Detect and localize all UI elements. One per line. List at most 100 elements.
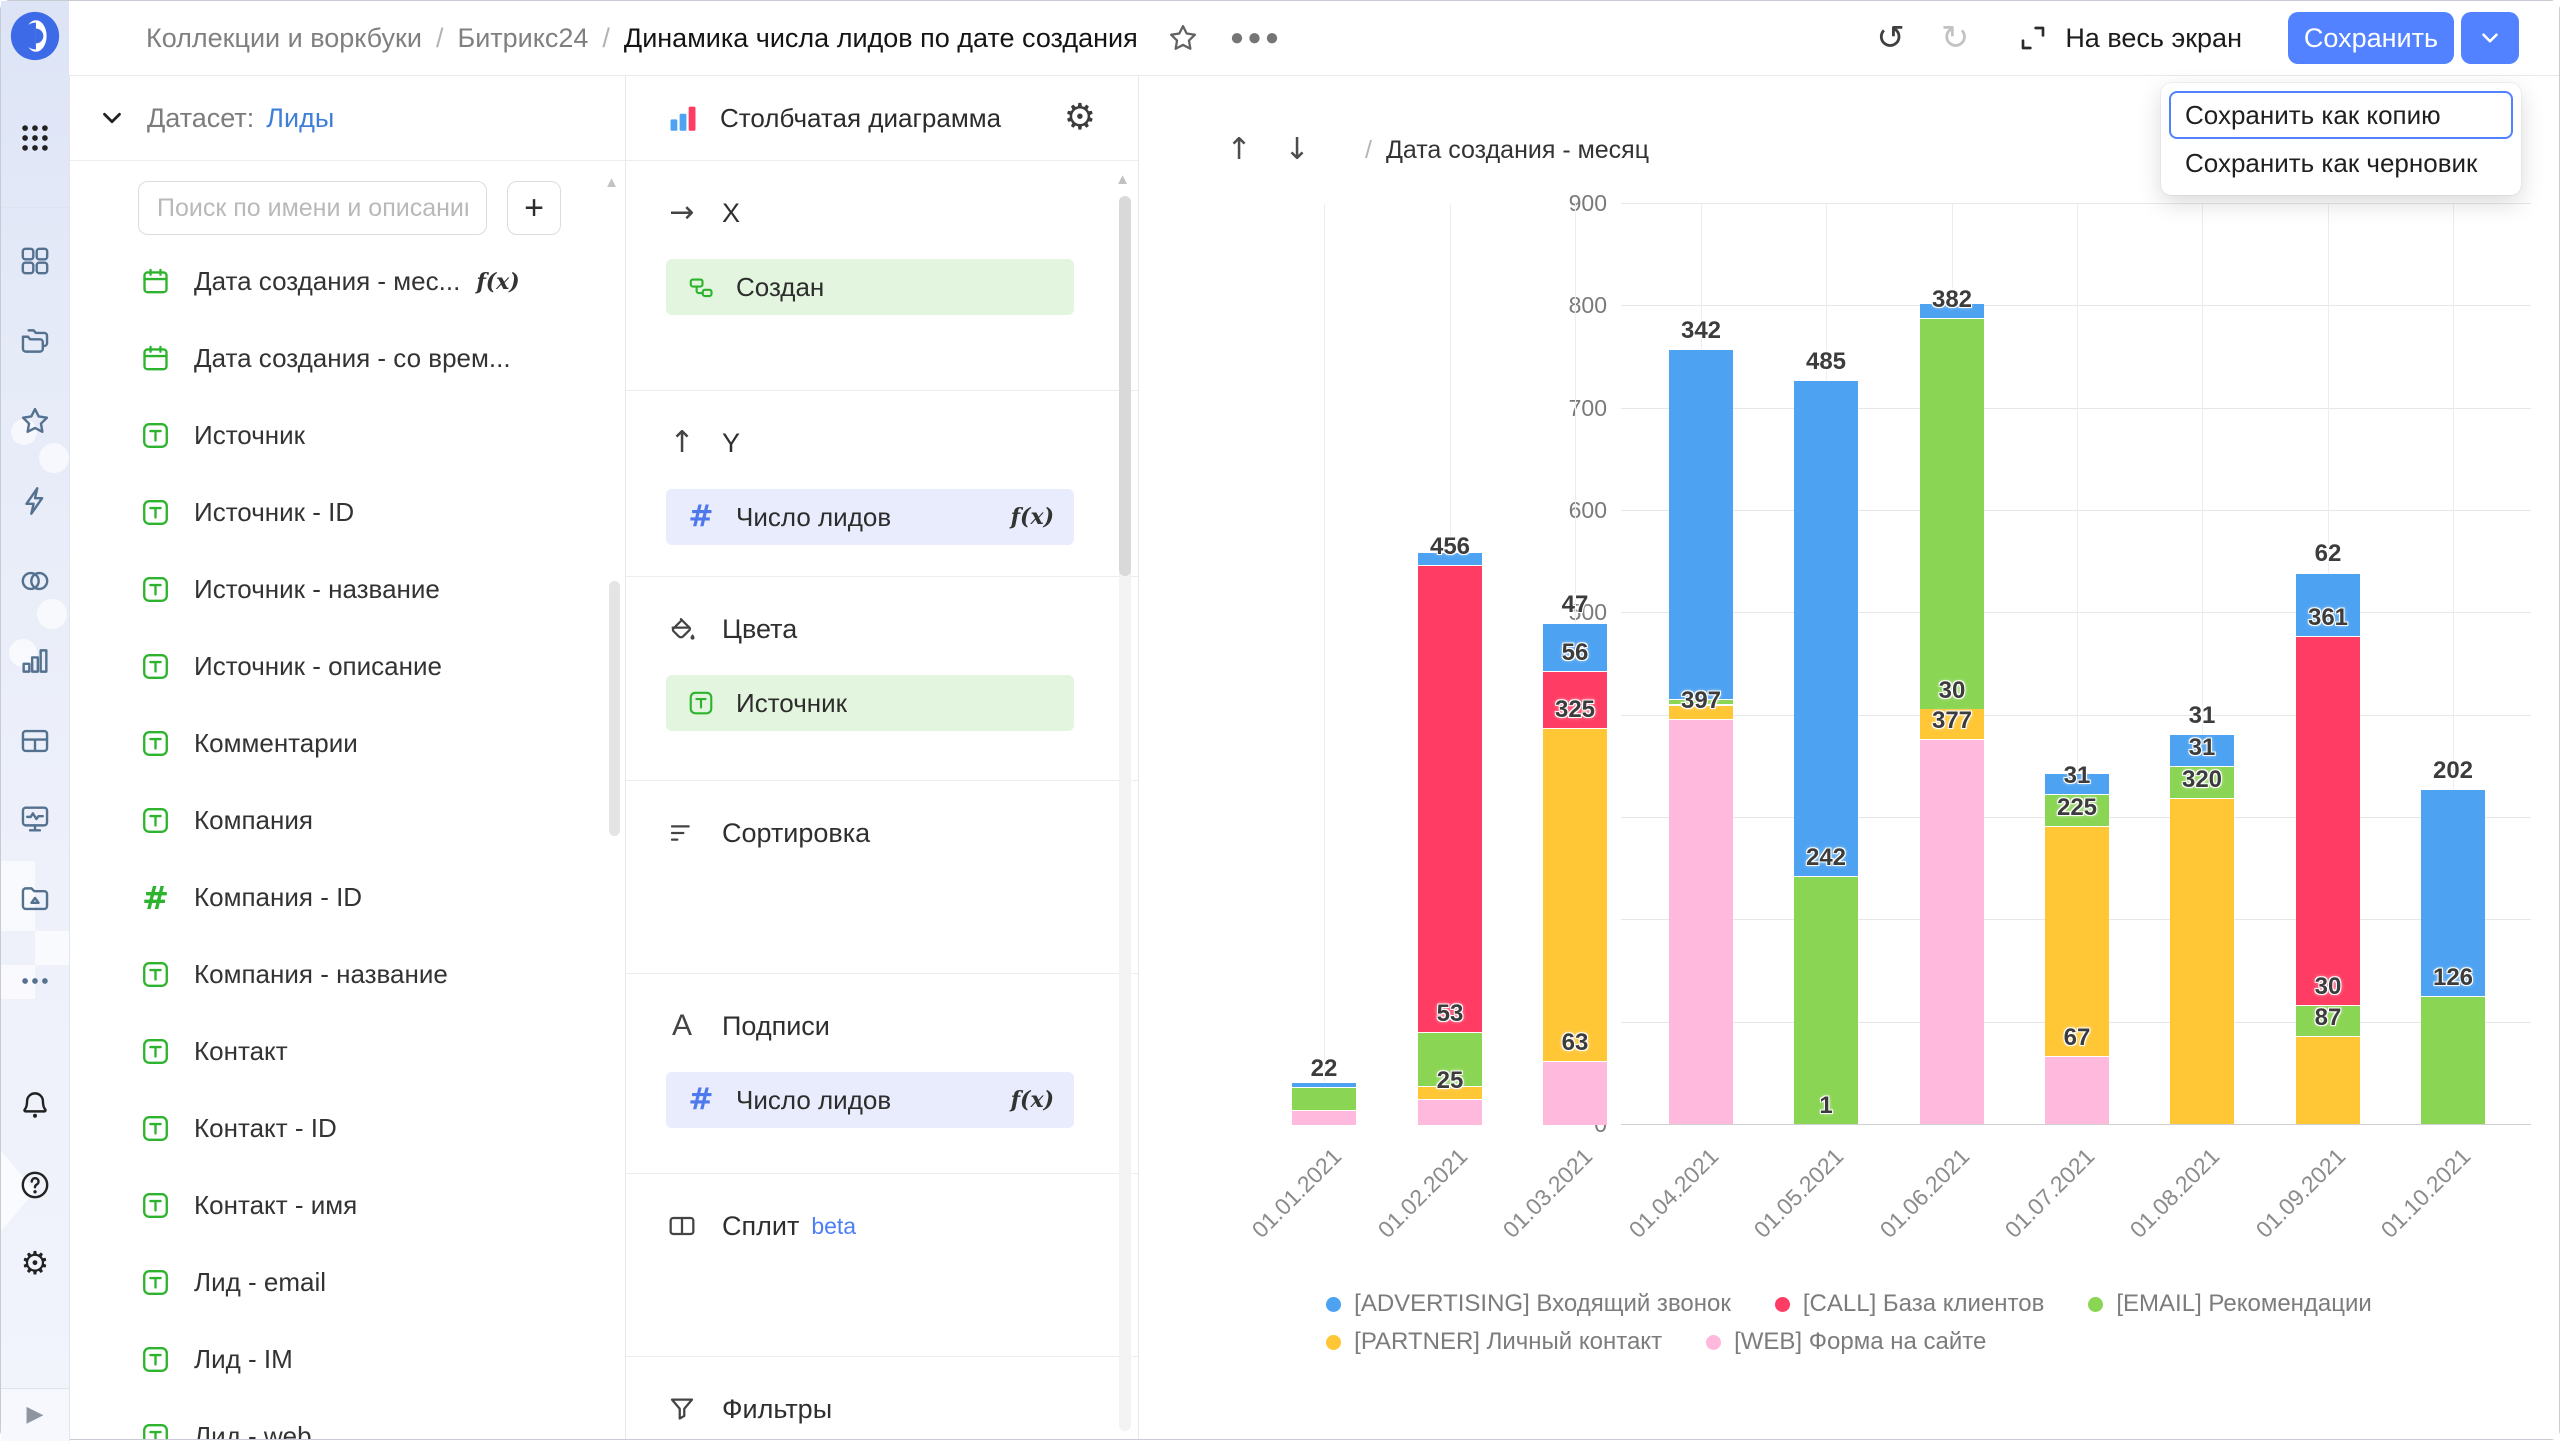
bar-segment-partner-01.09.2021[interactable] [2296, 1036, 2360, 1125]
dataset-field-row[interactable]: Дата создания - со врем... [69, 320, 625, 397]
config-scrollbar[interactable] [1119, 196, 1131, 576]
chevron-down-icon[interactable] [97, 103, 127, 133]
bar-segment-partner-01.02.2021[interactable] [1418, 1086, 1482, 1099]
bar-segment-email-01.06.2021[interactable] [1920, 318, 1984, 709]
rail-item-folders[interactable] [1, 324, 69, 358]
bar-segment-advertising-01.10.2021[interactable] [2421, 789, 2485, 996]
scroll-up-arrow-icon[interactable]: ▲ [1115, 171, 1130, 188]
chart-settings-gear-icon[interactable]: ⚙ [1064, 100, 1096, 136]
bar-segment-advertising-01.02.2021[interactable] [1418, 552, 1482, 565]
bar-segment-call-01.09.2021[interactable] [2296, 636, 2360, 1005]
legend-item-email[interactable]: [EMAIL] Рекомендации [2088, 1288, 2371, 1320]
dataset-field-row[interactable]: Компания [69, 782, 625, 859]
fullscreen-icon[interactable] [2017, 22, 2049, 54]
scroll-up-arrow-icon[interactable]: ▲ [604, 174, 619, 191]
bar-segment-partner-01.04.2021[interactable] [1669, 705, 1733, 719]
bar-segment-advertising-01.09.2021[interactable] [2296, 573, 2360, 636]
bar-segment-web-01.01.2021[interactable] [1292, 1110, 1356, 1125]
add-field-button[interactable]: + [507, 181, 561, 235]
dataset-field-row[interactable]: Источник - название [69, 551, 625, 628]
colors-field-pill[interactable]: Источник [666, 675, 1074, 731]
collapse-sidebar-button[interactable]: ▶ [1, 1388, 69, 1441]
breadcrumb-workbook[interactable]: Битрикс24 [457, 23, 588, 54]
bar-segment-email-01.01.2021[interactable] [1292, 1087, 1356, 1110]
column-chart-type-icon[interactable] [666, 101, 700, 135]
legend-item-partner[interactable]: [PARTNER] Личный контакт [1326, 1326, 1662, 1358]
bar-segment-advertising-01.03.2021[interactable] [1543, 623, 1607, 671]
rail-item-ellipsis[interactable] [1, 964, 69, 998]
dataset-field-row[interactable]: Источник - описание [69, 628, 625, 705]
dataset-field-row[interactable]: Дата создания - мес...f(x) [69, 243, 625, 320]
favorite-star-icon[interactable] [1166, 21, 1200, 55]
search-input[interactable] [138, 181, 487, 235]
bar-segment-call-01.02.2021[interactable] [1418, 565, 1482, 1032]
more-actions-icon[interactable]: ●●● [1230, 24, 1283, 52]
redo-icon[interactable]: ↻ [1941, 21, 1970, 55]
rail-item-help[interactable] [1, 1168, 69, 1202]
bar-segment-web-01.03.2021[interactable] [1543, 1061, 1607, 1125]
bar-segment-partner-01.08.2021[interactable] [2170, 798, 2234, 1125]
save-menu-button[interactable] [2461, 12, 2519, 64]
drill-level-label[interactable]: Дата создания - месяц [1386, 136, 1649, 164]
bar-segment-advertising-01.06.2021[interactable] [1920, 303, 1984, 318]
menu-item-save-as-draft[interactable]: Сохранить как черновик [2169, 139, 2513, 187]
rail-item-folder-image[interactable] [1, 882, 69, 916]
bar-segment-email-01.02.2021[interactable] [1418, 1032, 1482, 1086]
bar-segment-advertising-01.05.2021[interactable] [1794, 380, 1858, 876]
bar-segment-email-01.09.2021[interactable] [2296, 1005, 2360, 1036]
rail-item-lightning[interactable] [1, 484, 69, 518]
labels-field-pill[interactable]: #Число лидовf(x) [666, 1072, 1074, 1128]
dataset-field-row[interactable]: Источник - ID [69, 474, 625, 551]
dataset-scrollbar[interactable] [609, 581, 620, 836]
dataset-field-row[interactable]: Компания - название [69, 936, 625, 1013]
bar-segment-email-01.04.2021[interactable] [1669, 699, 1733, 704]
drill-down-icon[interactable]: ↓ [1275, 128, 1319, 172]
dataset-field-row[interactable]: Контакт - ID [69, 1090, 625, 1167]
rail-item-squares[interactable] [1, 244, 69, 278]
breadcrumb-collections[interactable]: Коллекции и воркбуки [146, 23, 422, 54]
legend-item-web[interactable]: [WEB] Форма на сайте [1706, 1326, 1986, 1358]
bar-segment-call-01.03.2021[interactable] [1543, 671, 1607, 728]
x-field-pill[interactable]: Создан [666, 259, 1074, 315]
save-button[interactable]: Сохранить [2288, 12, 2454, 64]
datalens-logo[interactable] [9, 10, 61, 62]
bar-segment-email-01.07.2021[interactable] [2045, 794, 2109, 826]
chart-type-label[interactable]: Столбчатая диаграмма [720, 103, 1001, 134]
dataset-field-row[interactable]: Лид - web [69, 1398, 625, 1439]
legend-item-call[interactable]: [CALL] База клиентов [1775, 1288, 2045, 1320]
rail-item-bar-chart[interactable] [1, 644, 69, 678]
dataset-field-row[interactable]: Источник [69, 397, 625, 474]
rail-item-table[interactable] [1, 724, 69, 758]
bar-segment-advertising-01.07.2021[interactable] [2045, 773, 2109, 794]
bar-segment-email-01.08.2021[interactable] [2170, 766, 2234, 798]
dataset-field-row[interactable]: Лид - IM [69, 1321, 625, 1398]
legend-item-advertising[interactable]: [ADVERTISING] Входящий звонок [1326, 1288, 1731, 1320]
drill-up-icon[interactable]: ↑ [1217, 128, 1261, 172]
menu-item-save-as-copy[interactable]: Сохранить как копию [2169, 91, 2513, 139]
dataset-field-row[interactable]: Контакт [69, 1013, 625, 1090]
rail-item-gear[interactable]: ⚙ [1, 1246, 69, 1280]
bar-segment-partner-01.07.2021[interactable] [2045, 826, 2109, 1056]
bar-segment-advertising-01.08.2021[interactable] [2170, 734, 2234, 766]
rail-item-venn[interactable] [1, 564, 69, 598]
bar-segment-advertising-01.04.2021[interactable] [1669, 349, 1733, 699]
bar-segment-web-01.06.2021[interactable] [1920, 739, 1984, 1125]
bar-segment-email-01.10.2021[interactable] [2421, 996, 2485, 1125]
dataset-field-row[interactable]: Лид - email [69, 1244, 625, 1321]
rail-item-star[interactable] [1, 404, 69, 438]
dataset-field-row[interactable]: #Компания - ID [69, 859, 625, 936]
bar-segment-partner-01.03.2021[interactable] [1543, 728, 1607, 1061]
dataset-field-row[interactable]: Контакт - имя [69, 1167, 625, 1244]
bar-segment-web-01.02.2021[interactable] [1418, 1099, 1482, 1125]
undo-icon[interactable]: ↺ [1876, 21, 1905, 55]
bar-segment-email-01.05.2021[interactable] [1794, 876, 1858, 1124]
rail-item-monitor-pulse[interactable] [1, 802, 69, 836]
rail-item-bell[interactable] [1, 1088, 69, 1122]
bar-segment-partner-01.06.2021[interactable] [1920, 708, 1984, 739]
dataset-field-row[interactable]: Комментарии [69, 705, 625, 782]
fullscreen-label[interactable]: На весь экран [2065, 23, 2242, 54]
bar-segment-web-01.04.2021[interactable] [1669, 719, 1733, 1125]
bar-segment-advertising-01.01.2021[interactable] [1292, 1082, 1356, 1087]
rail-item-apps-grid[interactable] [1, 121, 69, 155]
bar-segment-web-01.07.2021[interactable] [2045, 1056, 2109, 1125]
